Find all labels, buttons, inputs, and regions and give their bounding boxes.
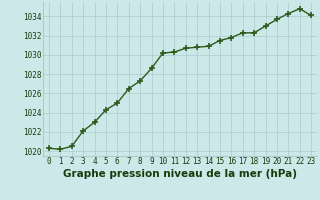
X-axis label: Graphe pression niveau de la mer (hPa): Graphe pression niveau de la mer (hPa) xyxy=(63,169,297,179)
